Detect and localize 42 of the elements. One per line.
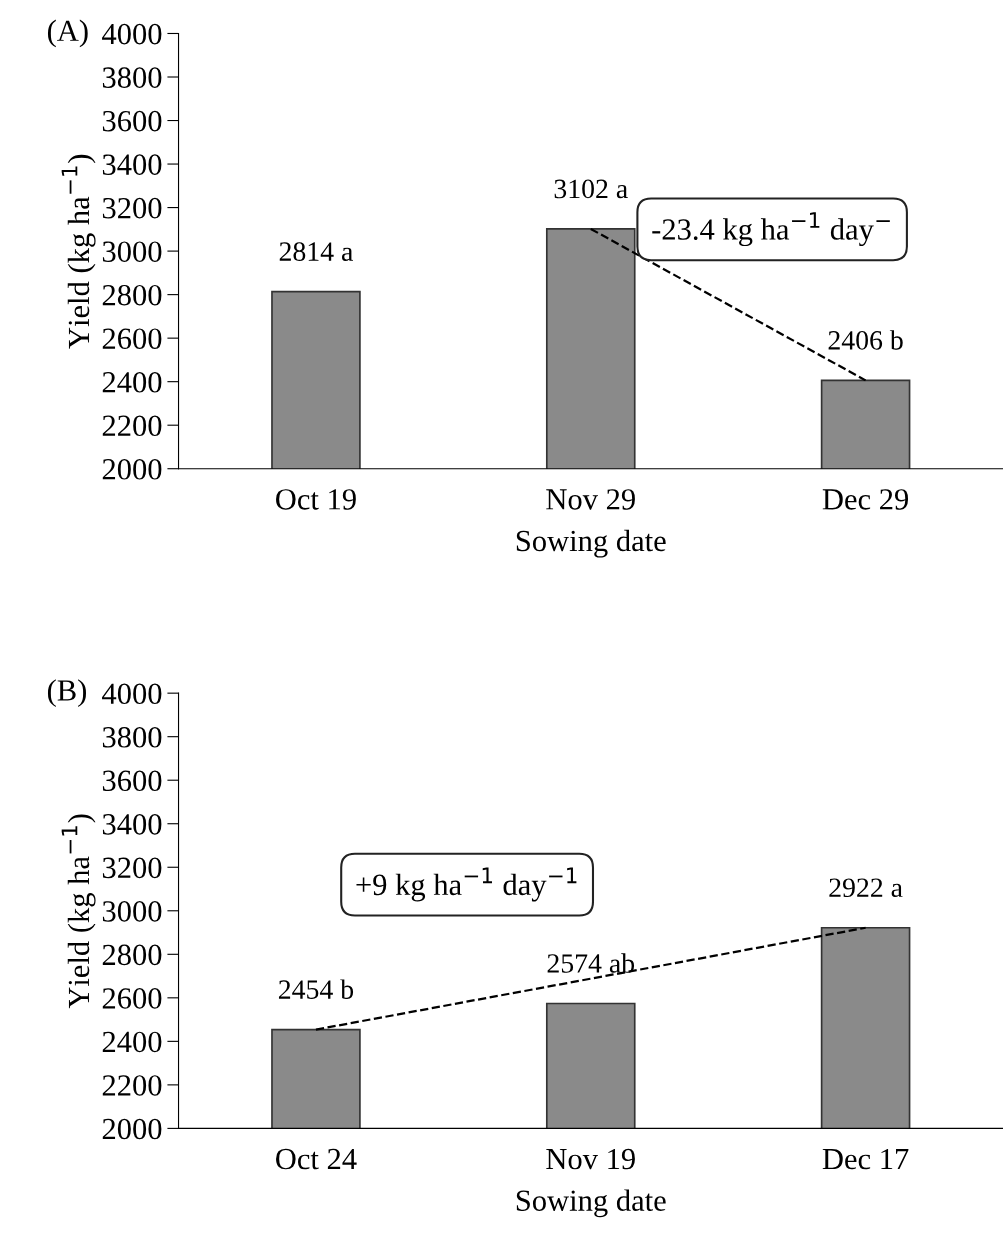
y-tick-label: 3800 [102,67,162,88]
x-tick-label: Nov 29 [546,489,635,510]
x-axis-title: Sowing date [516,529,666,558]
y-tick-label: 2800 [102,944,162,966]
y-tick-label: 3000 [102,241,162,262]
y-tick-label: 2000 [102,459,162,480]
data-label: 2574 ab [547,953,635,973]
y-tick-label: 2000 [102,1118,162,1140]
y-tick-label: 2200 [102,415,162,437]
x-axis-title: Sowing date [516,1189,666,1218]
data-label: 2406 b [828,330,903,350]
annotation: +9 kg ha$^{−1}$ day$^{−1}$ [356,867,577,902]
y-tick-label: 2600 [102,328,162,350]
y-axis-title: Yield (kg ha$^{−1}$) [61,154,96,349]
data-label: 2922 a [829,878,903,898]
y-tick-label: 3800 [102,726,162,748]
x-tick-label: Oct 24 [276,1148,357,1170]
y-tick-label: 3600 [102,770,162,792]
y-tick-label: 3400 [102,814,162,835]
x-tick-label: Dec 29 [822,489,909,510]
text: (A) [47,19,88,48]
y-tick-label: 3200 [102,197,162,219]
data-label: 2814 a [279,242,353,261]
y-tick-label: 3000 [102,901,162,922]
y-tick-label: 4000 [102,683,162,705]
y-tick-label: 3200 [102,857,162,879]
data-label: 3102 a [554,179,628,199]
data-label: 2454 b [278,979,354,999]
y-tick-label: 2800 [102,284,162,306]
y-axis-title: Yield (kg ha$^{−1}$) [61,814,96,1009]
y-tick-label: 3600 [102,110,162,132]
x-tick-label: Oct 19 [276,489,356,510]
y-tick-label: 2600 [102,988,162,1009]
x-tick-label: Nov 19 [546,1148,635,1170]
y-tick-label: 2400 [102,371,162,393]
text: (B) [47,679,87,708]
y-tick-label: 4000 [102,23,162,45]
x-tick-label: Dec 17 [822,1148,909,1170]
annotation: -23.4 kg ha$^{−1}$ day$^{−}$ [652,212,890,247]
y-tick-label: 3400 [102,154,162,175]
y-tick-label: 2400 [102,1031,162,1053]
y-tick-label: 2200 [102,1075,162,1096]
